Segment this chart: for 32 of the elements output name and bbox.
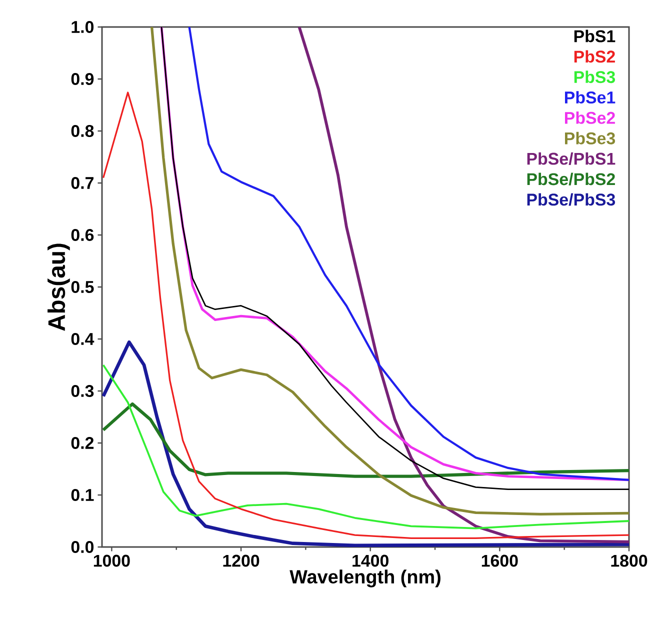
x-tick-label: 1200	[223, 554, 260, 567]
x-tick-label: 1600	[482, 554, 518, 567]
y-tick-label: 0.9	[71, 72, 94, 85]
text: PbSe1	[564, 91, 616, 104]
y-tick-label: 0.7	[71, 177, 94, 189]
y-tick-label: 1.0	[72, 20, 94, 33]
line-series	[102, 92, 630, 539]
y-tick-label: 0.5	[71, 281, 94, 293]
line-series	[298, 26, 630, 544]
y-tick-label: 0.2	[71, 437, 94, 449]
y-tick-label: 0.1	[71, 489, 94, 502]
text: PbS2	[574, 50, 615, 63]
x-tick-label: 1400	[352, 554, 388, 567]
x-tick-label: 1800	[611, 554, 648, 567]
y-tick-label: 0.8	[71, 125, 94, 137]
y-tick-label: 0.6	[71, 229, 94, 241]
y-tick-label: 0.4	[71, 333, 94, 345]
text: PbS1	[574, 30, 616, 42]
y-tick-label: 0.0	[71, 541, 94, 554]
text: PbS3	[574, 70, 616, 84]
line-series	[102, 402, 630, 478]
text: PbSe2	[564, 112, 615, 124]
text: PbSe/PbS2	[527, 172, 615, 186]
line-series	[102, 364, 630, 530]
text: PbSe3	[564, 132, 616, 144]
text: PbSe/PbS1	[527, 152, 616, 165]
x-tick-label: 1000	[94, 554, 130, 567]
text: PbSe/PbS3	[527, 193, 616, 206]
line-series	[102, 340, 630, 547]
y-tick-label: 0.3	[71, 384, 94, 398]
x-axis-title: Wavelength (nm)	[290, 570, 440, 588]
y-axis-title: Abs(au)	[48, 244, 70, 331]
